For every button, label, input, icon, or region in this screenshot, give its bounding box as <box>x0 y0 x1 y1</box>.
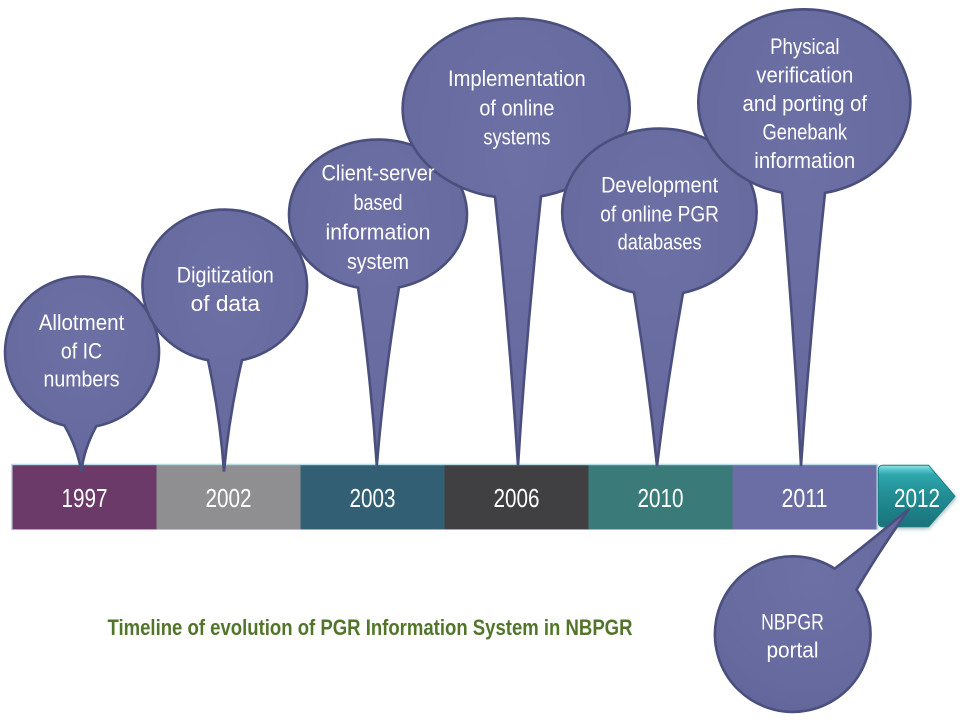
svg-text:databases: databases <box>618 230 702 255</box>
svg-text:system: system <box>347 249 409 274</box>
svg-text:based: based <box>354 190 403 215</box>
svg-text:information: information <box>754 148 855 173</box>
svg-text:Development: Development <box>601 173 718 198</box>
svg-text:2002: 2002 <box>206 485 252 513</box>
svg-text:2010: 2010 <box>638 485 684 513</box>
svg-text:of online: of online <box>479 95 554 120</box>
svg-text:Implementation: Implementation <box>448 66 586 91</box>
svg-text:1997: 1997 <box>62 485 108 513</box>
svg-text:numbers: numbers <box>44 367 120 392</box>
svg-text:NBPGR: NBPGR <box>761 609 824 634</box>
svg-text:2011: 2011 <box>782 485 828 513</box>
svg-text:of online PGR: of online PGR <box>600 201 719 226</box>
svg-text:2006: 2006 <box>494 485 540 513</box>
svg-text:information: information <box>326 220 431 245</box>
svg-text:Client-server: Client-server <box>322 161 435 186</box>
svg-text:Allotment: Allotment <box>39 310 125 335</box>
svg-text:portal: portal <box>767 638 819 663</box>
svg-text:of data: of data <box>191 291 261 316</box>
svg-text:2003: 2003 <box>350 485 396 513</box>
svg-text:and porting of: and porting of <box>743 91 868 116</box>
svg-text:Physical: Physical <box>770 34 839 59</box>
svg-text:2012: 2012 <box>894 485 940 513</box>
svg-text:systems: systems <box>483 125 550 150</box>
svg-text:Timeline of evolution of PGR I: Timeline of evolution of PGR Information… <box>108 615 633 640</box>
svg-text:verification: verification <box>756 63 853 88</box>
svg-text:of IC: of IC <box>61 338 102 363</box>
svg-text:Digitization: Digitization <box>177 263 274 288</box>
svg-text:Genebank: Genebank <box>763 120 848 145</box>
